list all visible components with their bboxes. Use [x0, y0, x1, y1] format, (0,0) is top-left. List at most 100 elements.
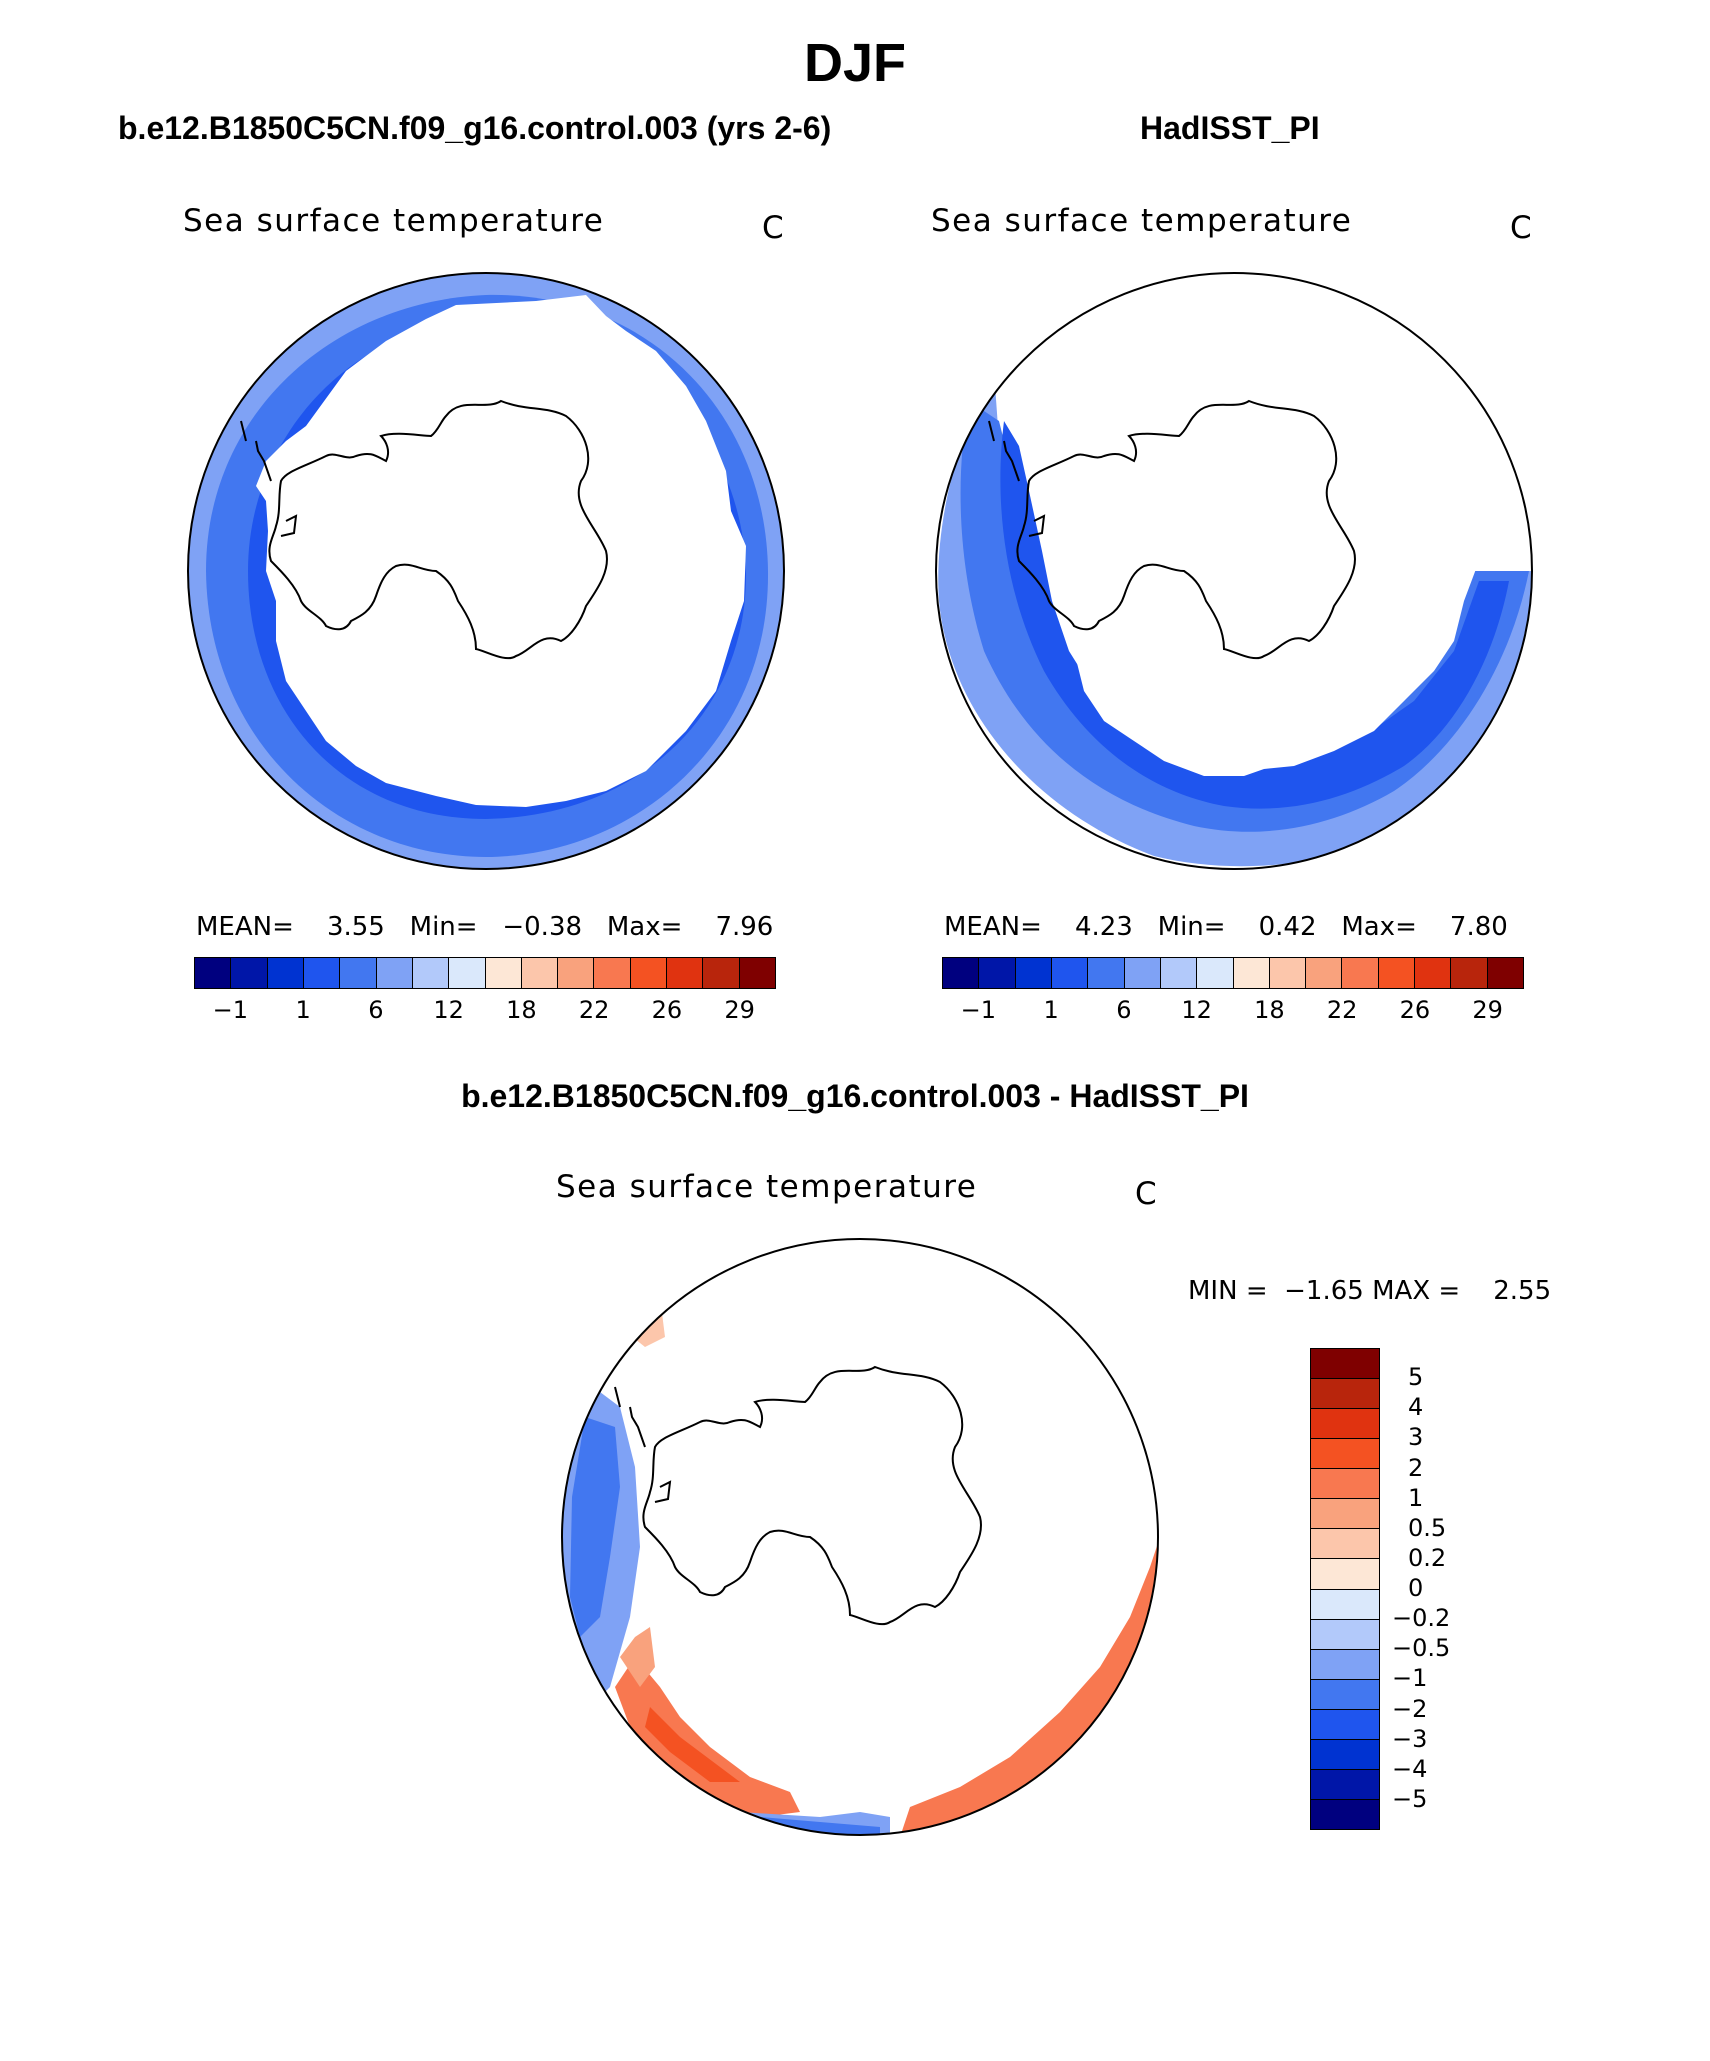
colorbar-tick-label: 29: [724, 996, 755, 1024]
panel2-colorbar-ticks: −1 1 6 12 18 22 26 29: [942, 996, 1524, 1026]
diff-colorbar-swatch: [1311, 1589, 1379, 1620]
diff-colorbar-swatch: [1311, 1379, 1379, 1410]
colorbar-tick-label: 1: [1043, 996, 1059, 1024]
panel1-variable-label: Sea surface temperature: [183, 203, 605, 239]
panel1-colorbar-ticks: −1 1 6 12 18 22 26 29: [194, 996, 776, 1026]
panel1-antarctica-coastline: [268, 399, 608, 660]
diff-colorbar-swatch: [1311, 1649, 1379, 1680]
diff-colorbar-tick-label: −1: [1392, 1664, 1428, 1693]
diff-positive-southwest-edge: [620, 1627, 655, 1687]
panel1-ice-region: [256, 295, 746, 807]
diff-colorbar-ticks: 5 4 3 2 1 0.5 0.2 0 −0.2 −0.5 −1 −2 −3 −4 −5: [1392, 1348, 1492, 1830]
colorbar-swatch: [1088, 958, 1125, 988]
diff-colorbar-swatch: [1311, 1559, 1379, 1590]
diff-colorbar-tick-label: 4: [1408, 1393, 1424, 1422]
panel2-mean-label: MEAN=: [944, 912, 1042, 942]
panel1-max-label: Max=: [606, 912, 683, 942]
diff-colorbar-swatch: [1311, 1739, 1379, 1770]
panel2-mean-value: 4.23: [1074, 912, 1133, 942]
diff-min-value: −1.65: [1284, 1276, 1364, 1306]
colorbar-swatch: [667, 958, 704, 988]
colorbar-tick-label: 6: [368, 996, 384, 1024]
colorbar-swatch: [558, 958, 595, 988]
diff-colorbar-tick-label: −3: [1392, 1724, 1428, 1753]
colorbar-swatch: [412, 958, 450, 988]
colorbar-swatch: [1451, 958, 1488, 988]
colorbar-swatch: [594, 958, 631, 988]
panel1-mean-label: MEAN=: [196, 912, 294, 942]
colorbar-tick-label: 22: [1326, 996, 1358, 1024]
diff-colorbar-tick-label: 1: [1408, 1483, 1424, 1512]
colorbar-tick-label: −1: [212, 996, 249, 1024]
panel2-polar-map: [935, 272, 1533, 870]
figure-title: DJF: [803, 33, 906, 93]
colorbar-swatch: [1269, 958, 1307, 988]
colorbar-tick-label: 29: [1472, 996, 1503, 1024]
colorbar-tick-label: 6: [1116, 996, 1132, 1024]
panel2-max-value: 7.80: [1449, 912, 1508, 942]
colorbar-swatch: [630, 958, 668, 988]
diff-colorbar-swatch: [1311, 1799, 1379, 1829]
diff-colorbar-tick-label: −2: [1392, 1694, 1428, 1723]
diff-positive-east: [900, 1537, 1158, 1835]
diff-colorbar-swatch: [1311, 1529, 1379, 1560]
diff-colorbar: [1310, 1348, 1380, 1830]
colorbar-tick-label: 26: [651, 996, 683, 1024]
diff-colorbar-tick-label: 0.2: [1408, 1543, 1447, 1572]
diff-colorbar-swatch: [1311, 1769, 1379, 1800]
diff-title: b.e12.B1850C5CN.f09_g16.control.003 - Ha…: [461, 1078, 1249, 1114]
diff-units-label: C: [1135, 1176, 1157, 1212]
colorbar-swatch: [195, 958, 232, 988]
colorbar-swatch: [1015, 958, 1052, 988]
colorbar-swatch: [303, 958, 341, 988]
colorbar-swatch: [1197, 958, 1234, 988]
colorbar-tick-label: 12: [433, 996, 464, 1024]
colorbar-tick-label: 22: [578, 996, 610, 1024]
colorbar-swatch: [340, 958, 377, 988]
colorbar-swatch: [376, 958, 413, 988]
panel1-min-label: Min=: [409, 912, 478, 942]
diff-colorbar-swatch: [1311, 1619, 1379, 1650]
diff-colorbar-tick-label: −0.2: [1392, 1604, 1451, 1633]
diff-colorbar-tick-label: 3: [1408, 1423, 1424, 1452]
panel1-stats: MEAN= 3.55 Min= −0.38 Max= 7.96: [196, 912, 773, 942]
diff-minmax: MIN = −1.65 MAX = 2.55: [1188, 1276, 1551, 1306]
colorbar-swatch: [943, 958, 980, 988]
diff-colorbar-swatch: [1311, 1439, 1379, 1470]
diff-colorbar-swatch: [1311, 1469, 1379, 1500]
diff-polar-map: [561, 1238, 1159, 1836]
panel1-mean-value: 3.55: [326, 912, 385, 942]
panel2-colorbar: [942, 957, 1524, 989]
diff-colorbar-tick-label: 0.5: [1408, 1513, 1447, 1542]
panel1-colorbar: [194, 957, 776, 989]
diff-positive-southwest: [615, 1657, 800, 1817]
diff-colorbar-swatch: [1311, 1499, 1379, 1530]
colorbar-swatch: [267, 958, 304, 988]
colorbar-swatch: [1160, 958, 1198, 988]
colorbar-tick-label: −1: [960, 996, 997, 1024]
colorbar-swatch: [1051, 958, 1089, 988]
colorbar-swatch: [449, 958, 486, 988]
diff-colorbar-swatch: [1311, 1349, 1379, 1380]
colorbar-swatch: [1487, 958, 1523, 988]
colorbar-tick-label: 26: [1399, 996, 1431, 1024]
panel2-antarctica-coastline: [1016, 399, 1356, 660]
diff-colorbar-tick-label: 0: [1408, 1574, 1424, 1602]
panel2-units-label: C: [1510, 210, 1532, 246]
panel1-units-label: C: [762, 210, 784, 246]
diff-max-value: 2.55: [1493, 1276, 1552, 1306]
panel1-min-value: −0.38: [502, 912, 583, 942]
colorbar-tick-label: 18: [506, 996, 537, 1024]
diff-negative-west-core: [570, 1417, 620, 1637]
diff-colorbar-tick-label: 2: [1408, 1453, 1424, 1482]
colorbar-tick-label: 12: [1181, 996, 1212, 1024]
colorbar-tick-label: 1: [295, 996, 311, 1024]
colorbar-swatch: [485, 958, 522, 988]
colorbar-swatch: [231, 958, 268, 988]
panel1-case-title: b.e12.B1850C5CN.f09_g16.control.003 (yrs…: [118, 110, 832, 146]
colorbar-swatch: [1415, 958, 1452, 988]
diff-antarctica-coastline: [642, 1365, 982, 1626]
panel2-case-title: HadISST_PI: [1140, 110, 1320, 146]
colorbar-swatch: [739, 958, 775, 988]
colorbar-swatch: [1306, 958, 1343, 988]
